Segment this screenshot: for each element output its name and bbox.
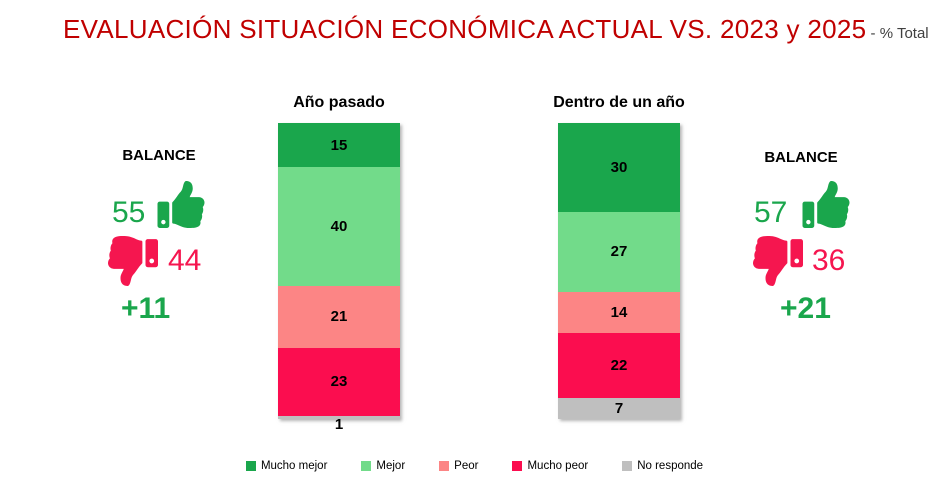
thumbs-up-icon [797, 181, 855, 228]
bar-segment-mejor: 40 [278, 167, 400, 286]
stacked-bar-dentro-de-un-ano: 30 27 14 22 7 [558, 123, 680, 419]
balance-left-net-value: +11 [121, 292, 171, 325]
bar-segment-peor: 21 [278, 285, 400, 348]
balance-left-positive-value: 55 [112, 196, 146, 229]
segment-value-label: 27 [610, 243, 628, 261]
thumbs-up-icon [152, 181, 210, 228]
bar-segment-mejor: 27 [558, 211, 680, 292]
bar-title-dentro-de-un-ano: Dentro de un año [553, 94, 685, 111]
page-title-text: EVALUACIÓN SITUACIÓN ECONÓMICA ACTUAL VS… [63, 14, 867, 44]
balance-right-net-value: +21 [780, 292, 831, 325]
bar-segment-no-responde: 1 [278, 416, 400, 432]
bar-segment-mucho-peor: 23 [278, 347, 400, 417]
page-title-suffix: - % Total [866, 25, 929, 42]
segment-value-label: 22 [610, 357, 628, 375]
stacked-bar-ano-pasado: 15 40 21 23 1 [278, 123, 400, 432]
legend-swatch-peor [439, 461, 450, 471]
legend-swatch-mejor [361, 461, 372, 471]
legend-label-mejor: Mejor [376, 460, 406, 472]
legend-label-mucho-peor: Mucho peor [527, 460, 589, 472]
page-title: EVALUACIÓN SITUACIÓN ECONÓMICA ACTUAL VS… [63, 14, 929, 45]
balance-right-negative-value: 36 [812, 244, 846, 277]
thumbs-down-icon [748, 236, 808, 286]
bar-title-ano-pasado: Año pasado [293, 94, 385, 111]
bar-segment-peor: 14 [558, 291, 680, 334]
segment-value-label: 23 [330, 373, 348, 391]
legend-item-mucho-peor: Mucho peor [512, 460, 588, 472]
balance-left-title: BALANCE [122, 147, 196, 164]
legend-item-peor: Peor [439, 460, 478, 472]
chart-legend: Mucho mejor Mejor Peor Mucho peor No res… [0, 460, 949, 472]
bar-segment-mucho-mejor: 15 [278, 123, 400, 168]
thumbs-down-icon [103, 236, 163, 286]
bar-segment-mucho-peor: 22 [558, 333, 680, 399]
legend-swatch-no-responde [622, 461, 633, 471]
balance-left-negative-value: 44 [168, 244, 202, 277]
segment-value-label: 21 [330, 308, 348, 326]
legend-label-peor: Peor [454, 460, 479, 472]
segment-value-label: 1 [334, 415, 344, 433]
legend-label-no-responde: No responde [637, 460, 704, 472]
bar-segment-no-responde: 7 [558, 398, 680, 419]
segment-value-label: 7 [614, 400, 624, 418]
segment-value-label: 15 [330, 136, 348, 154]
segment-value-label: 30 [610, 158, 628, 176]
segment-value-label: 40 [330, 218, 348, 236]
legend-item-mucho-mejor: Mucho mejor [245, 460, 328, 472]
legend-item-no-responde: No responde [622, 460, 703, 472]
legend-swatch-mucho-mejor [245, 461, 256, 471]
balance-right-positive-value: 57 [754, 196, 788, 229]
legend-item-mejor: Mejor [361, 460, 405, 472]
legend-label-mucho-mejor: Mucho mejor [260, 460, 328, 472]
legend-swatch-mucho-peor [512, 461, 523, 471]
balance-right-title: BALANCE [764, 149, 838, 166]
segment-value-label: 14 [610, 303, 628, 321]
bar-segment-mucho-mejor: 30 [558, 123, 680, 212]
